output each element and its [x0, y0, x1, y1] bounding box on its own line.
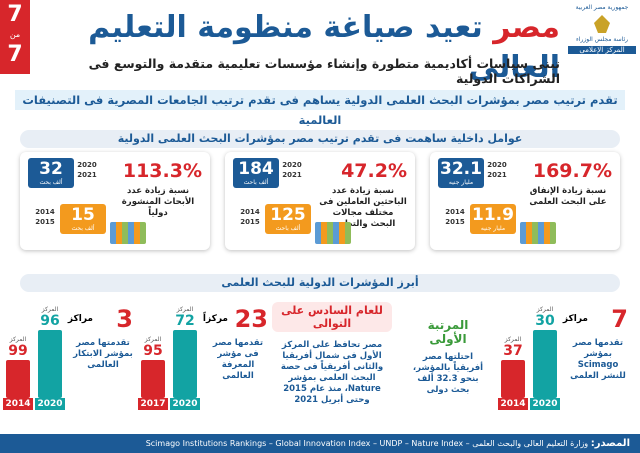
indicator-unit: مراكز	[67, 314, 93, 324]
page-of: من	[9, 30, 21, 39]
rank-value: 30	[535, 313, 555, 329]
title-rest: تعيد صياغة منظومة التعليم العالى	[88, 10, 560, 85]
year: 2021	[77, 171, 97, 179]
rank-caption: المركز	[176, 306, 194, 313]
rank-year: 2014	[498, 398, 528, 410]
year: 2021	[487, 171, 507, 179]
new-value: 184 ألف باحث	[233, 158, 279, 188]
rank-bar	[141, 360, 165, 398]
year: 2014	[445, 208, 465, 216]
rank-caption: المركز	[144, 336, 162, 343]
value: 32	[39, 159, 63, 179]
indicator-number: 23	[234, 305, 268, 333]
indicator-description: تقدمها مصر فى مؤشر المعرفة العالمى	[212, 338, 264, 381]
unit: ألف بحث	[39, 179, 63, 186]
rank-bar	[501, 360, 525, 398]
books	[520, 222, 556, 244]
page-current: 7	[7, 2, 23, 27]
value: 125	[270, 205, 306, 225]
footer-label: المصدر:	[590, 438, 630, 449]
books	[110, 222, 146, 244]
rank-bar	[6, 360, 30, 398]
unit: ألف بحث	[71, 225, 95, 232]
rank-year: 2020	[35, 398, 65, 410]
unit: ألف باحث	[275, 225, 301, 232]
year: 2015	[35, 218, 55, 226]
logo-line: جمهورية مصر العربية	[575, 4, 629, 11]
description: نسبة زيادة الإنفاق على البحث العلمى	[529, 186, 607, 207]
unit: ألف باحث	[243, 179, 269, 186]
old-value: 125 ألف باحث	[265, 204, 311, 234]
rank-value: 96	[40, 313, 60, 329]
footer-sources: وزارة التعليم العالى والبحث العلمى – Sci…	[145, 439, 589, 448]
year: 2020	[77, 161, 97, 169]
value: 184	[238, 159, 274, 179]
old-value: 15 ألف بحث	[60, 204, 106, 234]
value: 32.1	[440, 159, 482, 179]
rank-value: 37	[503, 343, 523, 359]
indicator-headline: للعام السادس على التوالى	[272, 302, 392, 332]
rank-year: 2020	[530, 398, 560, 410]
value: 11.9	[472, 205, 514, 225]
rank-bar	[533, 330, 557, 398]
rank-year: 2017	[138, 398, 168, 410]
indicator-description: احتلتها مصر أفريقياً بالمؤشر، بنحو 32.3 …	[412, 352, 484, 395]
indicator-description: تقدمتها مصر بمؤشر الابتكار العالمى	[73, 338, 133, 370]
rank-bar	[38, 330, 62, 398]
books	[315, 222, 351, 244]
year: 2021	[282, 171, 302, 179]
logo-line: رئاسة مجلس الوزراء	[575, 36, 629, 43]
year: 2015	[445, 218, 465, 226]
year: 2020	[487, 161, 507, 169]
indicator-unit: مركزاً	[202, 314, 228, 324]
year: 2014	[35, 208, 55, 216]
description: نسبة زيادة عدد الأبحاث المنشورة دولياً	[121, 186, 195, 218]
stat-card: 113.3% نسبة زيادة عدد الأبحاث المنشورة دو…	[20, 152, 210, 250]
section-title: عوامل داخلية ساهمت فى تقدم ترتيب مصر بمؤ…	[20, 130, 620, 148]
page-total: 7	[7, 42, 23, 67]
stat-card: 47.2% نسبة زيادة عدد الباحثين العاملين فى…	[225, 152, 415, 250]
indicator-description: تقدمها مصر بمؤشر Scimago للنشر العلمى	[570, 338, 626, 381]
indicator-number: 7	[611, 305, 628, 333]
indicator-unit: مراكز	[562, 314, 588, 324]
new-value: 32.1 مليار جنيه	[438, 158, 484, 188]
title: مصر تعيد صياغة منظومة التعليم العالى	[40, 8, 560, 88]
percent: 169.7%	[532, 160, 612, 182]
footer: المصدر: وزارة التعليم العالى والبحث العل…	[0, 434, 640, 453]
rank-bar	[173, 330, 197, 398]
rank-year: 2014	[3, 398, 33, 410]
rank-value: 72	[175, 313, 195, 329]
percent: 47.2%	[341, 160, 407, 182]
logo: جمهورية مصر العربية رئاسة مجلس الوزراء ا…	[568, 4, 636, 60]
eagle-icon	[594, 15, 610, 33]
stat-card: 169.7% نسبة زيادة الإنفاق على البحث العلم…	[430, 152, 620, 250]
rank-value: 95	[143, 343, 163, 359]
unit: مليار جنيه	[480, 225, 506, 232]
rank-caption: المركز	[504, 336, 522, 343]
percent: 113.3%	[122, 160, 202, 182]
page-badge: 7 من 7	[0, 0, 30, 74]
indicator-description: مصر تحافظ على المركز الأول فى شمال أفريق…	[280, 340, 384, 405]
title-highlight: مصر	[493, 10, 560, 45]
indicator-number: 3	[116, 305, 133, 333]
rank-year: 2020	[170, 398, 200, 410]
year: 2015	[240, 218, 260, 226]
unit: مليار جنيه	[448, 179, 474, 186]
rank-value: 99	[8, 343, 28, 359]
description: نسبة زيادة عدد الباحثين العاملين فى مختل…	[319, 186, 407, 229]
indicator-headline: المرتبة الأولى	[427, 318, 469, 346]
year: 2014	[240, 208, 260, 216]
rank-caption: المركز	[41, 306, 59, 313]
new-value: 32 ألف بحث	[28, 158, 74, 188]
year: 2020	[282, 161, 302, 169]
subtitle: تبنى سياسات أكاديمية متطورة وإنشاء مؤسسا…	[88, 56, 560, 86]
section-title: أبرز المؤشرات الدولية للبحث العلمى	[20, 274, 620, 292]
old-value: 11.9 مليار جنيه	[470, 204, 516, 234]
value: 15	[71, 205, 95, 225]
logo-line: المركز الإعلامى	[568, 46, 636, 54]
rank-caption: المركز	[536, 306, 554, 313]
banner: تقدم ترتيب مصر بمؤشرات البحث العلمى الدو…	[15, 90, 625, 127]
rank-caption: المركز	[9, 336, 27, 343]
